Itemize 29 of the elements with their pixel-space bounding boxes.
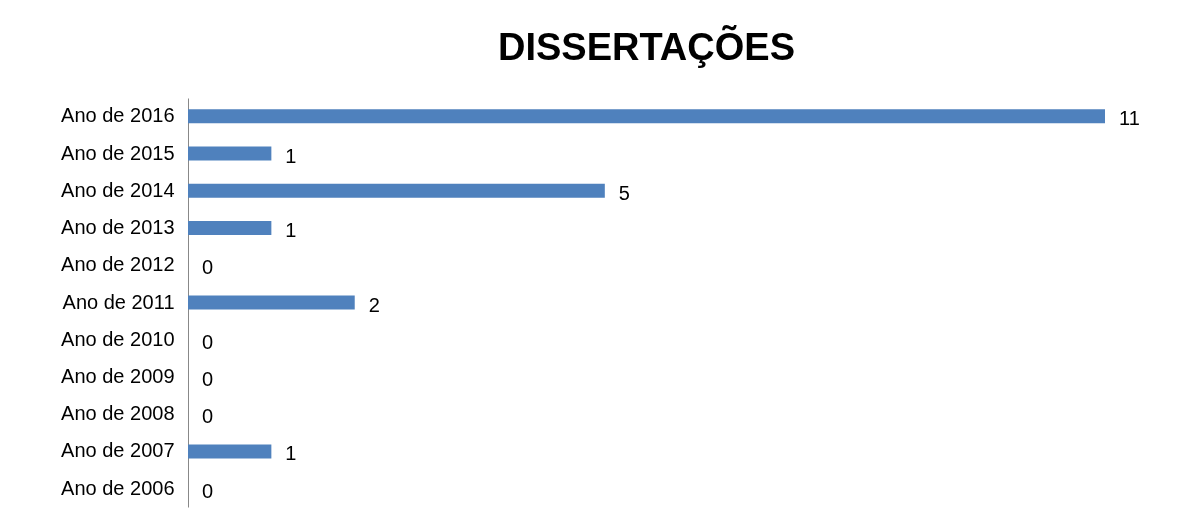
bar [188, 220, 272, 236]
data-label: 11 [1119, 107, 1140, 130]
y-tick-label: Ano de 2008 [61, 402, 175, 425]
bar [188, 295, 355, 310]
bar [188, 146, 272, 161]
data-label: 0 [202, 479, 214, 502]
y-tick-label: Ano de 2014 [61, 178, 175, 201]
data-label: 0 [202, 368, 214, 390]
y-tick-label: Ano de 2012 [61, 253, 175, 276]
y-tick-label: Ano de 2011 [62, 290, 175, 313]
chart-title: DISSERTAÇÕES [497, 25, 796, 68]
data-label: 0 [202, 256, 214, 279]
bar [188, 183, 605, 198]
y-tick-label: Ano de 2007 [61, 439, 175, 462]
data-label: 1 [285, 144, 297, 167]
y-tick-label: Ano de 2009 [61, 365, 175, 387]
bar [188, 109, 1105, 124]
y-tick-label: Ano de 2013 [61, 216, 175, 238]
data-label: 0 [202, 405, 214, 428]
bar [188, 444, 272, 459]
data-label: 0 [202, 330, 214, 353]
y-tick-label: Ano de 2016 [61, 104, 175, 127]
y-tick-label: Ano de 2015 [61, 141, 175, 164]
y-tick-label: Ano de 2006 [61, 476, 175, 499]
data-label: 5 [618, 181, 630, 204]
data-label: 2 [368, 293, 380, 316]
data-label: 1 [285, 219, 297, 241]
y-tick-label: Ano de 2010 [61, 327, 175, 350]
data-label: 1 [285, 442, 297, 465]
